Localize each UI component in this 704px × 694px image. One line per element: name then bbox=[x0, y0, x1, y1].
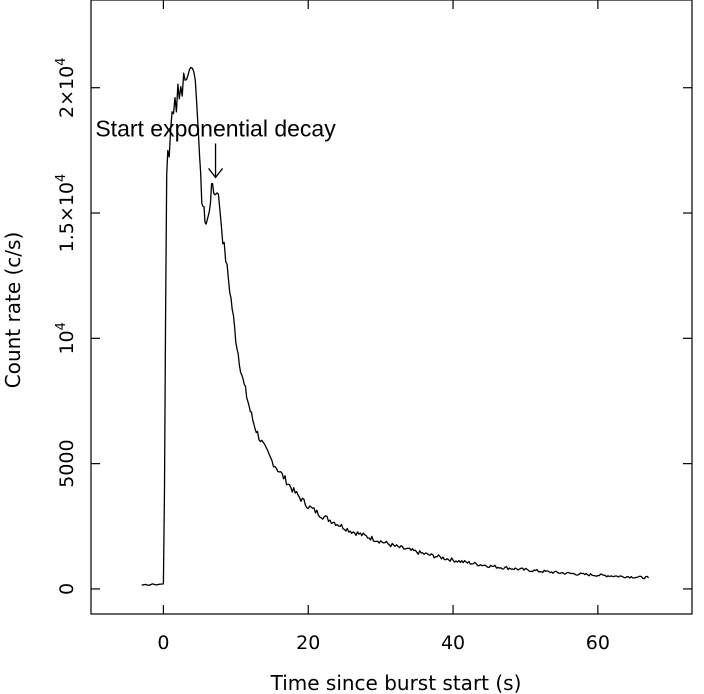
y-tick-label: 0 bbox=[56, 583, 78, 595]
y-tick-label-exponent: 4 bbox=[54, 57, 69, 65]
x-axis-title: Time since burst start (s) bbox=[270, 671, 522, 694]
x-tick-label: 20 bbox=[296, 632, 320, 654]
y-tick-label-text: 2×10 bbox=[56, 66, 78, 118]
annotation-label: Start exponential decay bbox=[95, 115, 336, 141]
y-tick-label: 104 bbox=[54, 322, 78, 354]
y-tick-label-exponent: 4 bbox=[54, 322, 69, 330]
x-tick-label: 60 bbox=[586, 632, 610, 654]
plot-frame bbox=[90, 0, 693, 615]
x-tick-label: 40 bbox=[441, 632, 465, 654]
y-axis-title: Count rate (c/s) bbox=[1, 232, 25, 389]
y-tick-label-text: 5000 bbox=[56, 439, 78, 487]
y-tick-label-text: 0 bbox=[56, 583, 78, 595]
y-tick-label: 5000 bbox=[56, 439, 78, 487]
annotation-arrow-head bbox=[208, 168, 224, 179]
x-axis-ticks: 0 20 40 60 bbox=[157, 0, 610, 654]
count-rate-curve bbox=[141, 66, 650, 587]
y-tick-label-text: 1.5×10 bbox=[56, 182, 78, 252]
x-tick-label: 0 bbox=[157, 632, 169, 654]
y-tick-label-exponent: 4 bbox=[54, 174, 69, 182]
decay-annotation: Start exponential decay bbox=[95, 115, 336, 179]
y-tick-label-text: 10 bbox=[56, 330, 78, 354]
y-tick-label: 1.5×104 bbox=[54, 174, 78, 253]
y-tick-label: 2×104 bbox=[54, 57, 78, 117]
